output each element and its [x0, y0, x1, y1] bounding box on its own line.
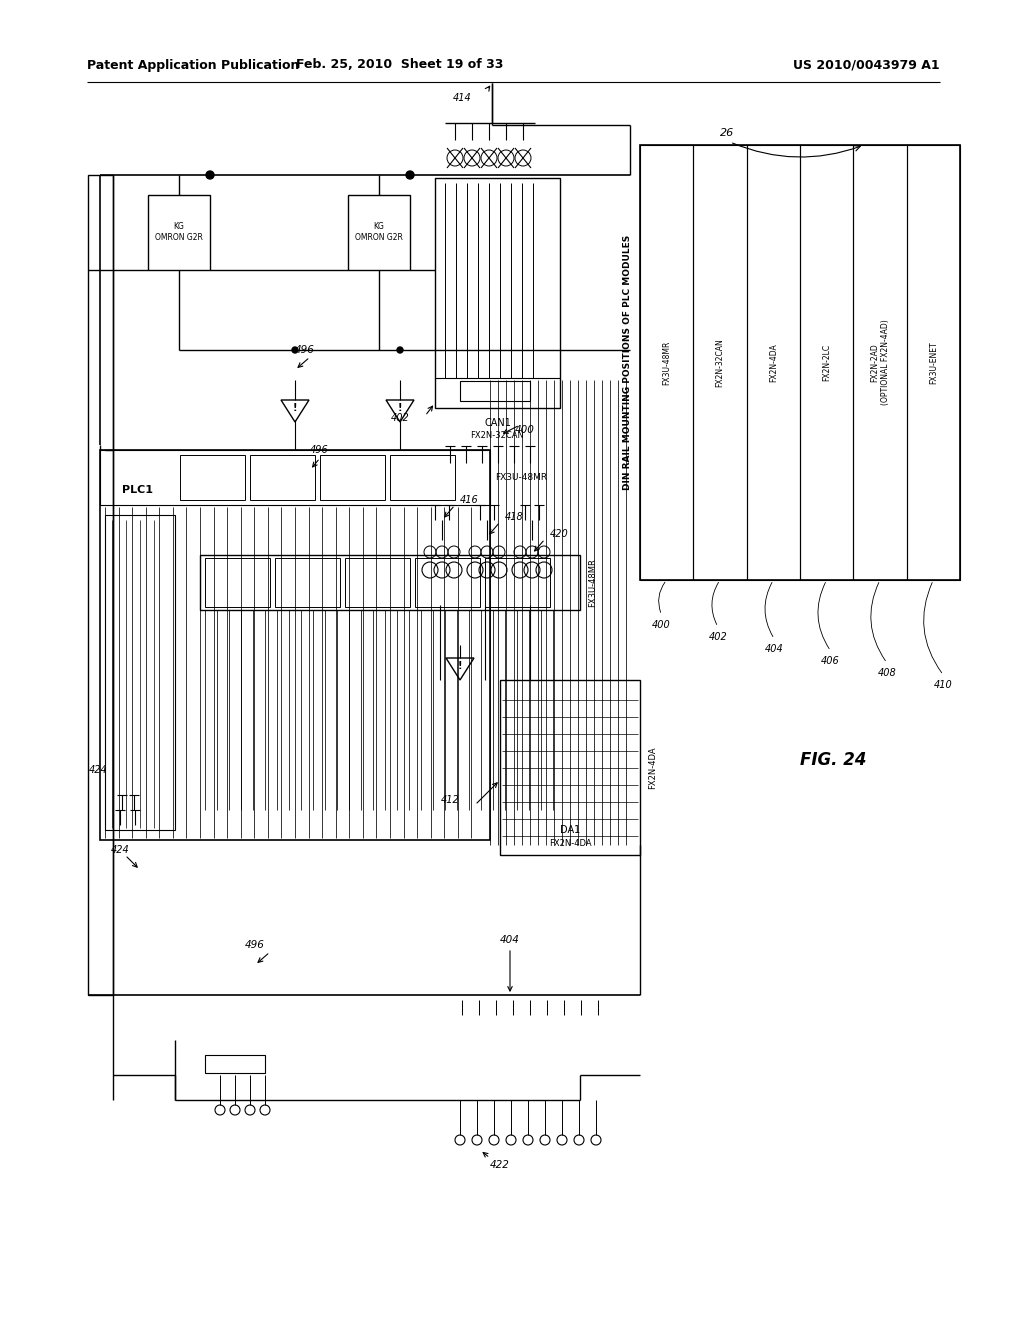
Bar: [88, 176, 113, 995]
Bar: [853, 145, 906, 579]
Text: PLC1: PLC1: [122, 484, 153, 495]
Bar: [500, 680, 640, 855]
Text: DA1: DA1: [560, 825, 581, 836]
Text: FX2N-2AD
(OPTIONAL FX2N-4AD): FX2N-2AD (OPTIONAL FX2N-4AD): [870, 319, 890, 405]
Text: KG
OMRON G2R: KG OMRON G2R: [155, 222, 203, 242]
Text: FX2N-4DA: FX2N-4DA: [769, 343, 778, 381]
Text: 496: 496: [245, 940, 265, 950]
Text: FX2N-4DA: FX2N-4DA: [648, 746, 657, 789]
Text: FX2N-2LC: FX2N-2LC: [822, 345, 831, 381]
Text: 404: 404: [765, 644, 783, 653]
Text: 420: 420: [550, 529, 568, 539]
Text: FX2N-32CAN: FX2N-32CAN: [716, 338, 725, 387]
Text: FIG. 24: FIG. 24: [800, 751, 866, 770]
Text: 422: 422: [490, 1160, 510, 1170]
Bar: [640, 145, 693, 579]
Text: Feb. 25, 2010  Sheet 19 of 33: Feb. 25, 2010 Sheet 19 of 33: [296, 58, 504, 71]
Circle shape: [292, 347, 298, 352]
Text: 404: 404: [500, 935, 520, 945]
Text: 410: 410: [934, 680, 952, 690]
Text: 424: 424: [112, 845, 130, 855]
Text: !: !: [397, 403, 402, 413]
Text: 26: 26: [720, 128, 734, 139]
Bar: [906, 145, 961, 579]
Text: FX3U-48MR: FX3U-48MR: [663, 341, 671, 384]
Text: US 2010/0043979 A1: US 2010/0043979 A1: [794, 58, 940, 71]
Text: 412: 412: [441, 795, 460, 805]
Text: !: !: [293, 403, 297, 413]
Text: 418: 418: [505, 512, 523, 521]
Text: FX3U-48MR: FX3U-48MR: [588, 558, 597, 607]
Bar: [435, 178, 560, 408]
Bar: [348, 195, 410, 271]
Text: 424: 424: [89, 766, 108, 775]
Bar: [800, 145, 853, 579]
Bar: [693, 145, 746, 579]
Bar: [148, 195, 210, 271]
Bar: [640, 145, 961, 579]
Text: 400: 400: [652, 620, 671, 630]
Bar: [746, 145, 800, 579]
Circle shape: [206, 172, 214, 180]
Bar: [180, 455, 245, 500]
Text: CAN1: CAN1: [484, 418, 511, 428]
Text: DIN RAIL MOUNTING POSITIONS OF PLC MODULES: DIN RAIL MOUNTING POSITIONS OF PLC MODUL…: [624, 235, 633, 490]
Bar: [100, 450, 490, 506]
Bar: [319, 455, 385, 500]
Bar: [205, 1055, 265, 1073]
Bar: [415, 558, 480, 607]
Text: 496: 496: [310, 445, 329, 455]
Text: !: !: [458, 661, 462, 671]
Bar: [345, 558, 410, 607]
Bar: [485, 558, 550, 607]
Circle shape: [397, 347, 403, 352]
Text: FX3U-48MR: FX3U-48MR: [495, 473, 547, 482]
Text: 408: 408: [878, 668, 896, 678]
Bar: [105, 515, 175, 830]
Text: 406: 406: [821, 656, 840, 667]
Bar: [275, 558, 340, 607]
Text: KG
OMRON G2R: KG OMRON G2R: [355, 222, 402, 242]
Bar: [100, 450, 490, 840]
Text: 402: 402: [709, 632, 727, 642]
Text: FX2N-32CAN: FX2N-32CAN: [471, 432, 524, 441]
Text: Patent Application Publication: Patent Application Publication: [87, 58, 299, 71]
Text: FX3U-ENET: FX3U-ENET: [929, 341, 938, 384]
Text: 402: 402: [391, 413, 410, 422]
Text: 496: 496: [295, 345, 314, 355]
Circle shape: [406, 172, 414, 180]
Text: FX2N-4DA: FX2N-4DA: [549, 838, 591, 847]
Bar: [390, 455, 455, 500]
Text: 414: 414: [454, 92, 472, 103]
Text: 416: 416: [460, 495, 479, 506]
Bar: [205, 558, 270, 607]
Bar: [200, 554, 580, 610]
Text: 400: 400: [515, 425, 535, 436]
Bar: [460, 381, 530, 401]
Bar: [250, 455, 315, 500]
